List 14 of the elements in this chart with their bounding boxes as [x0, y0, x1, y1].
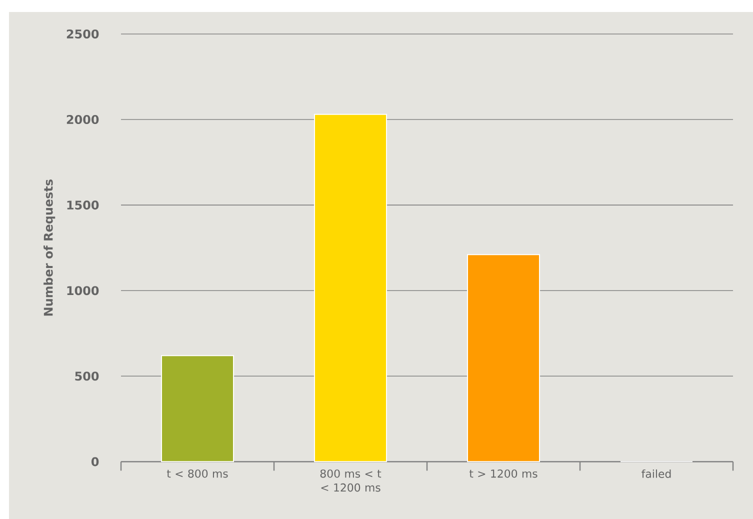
- y-tick-label: 2500: [66, 29, 99, 39]
- x-tick-label: t < 800 ms: [166, 469, 228, 478]
- bar: [161, 355, 234, 462]
- x-tick-label: 800 ms < t < 1200 ms: [320, 469, 382, 492]
- y-tick-label: 1500: [67, 200, 99, 210]
- x-tick-label: t > 1200 ms: [469, 469, 538, 478]
- y-tick-label: 2000: [66, 115, 99, 124]
- bar: [314, 114, 388, 462]
- y-tick-label: 1000: [67, 286, 99, 296]
- y-tick-label: 500: [75, 372, 99, 381]
- y-tick-label: 0: [91, 457, 99, 466]
- x-tick-label: failed: [642, 469, 671, 478]
- y-axis-title: Number of Requests: [44, 180, 56, 316]
- bar: [467, 254, 540, 462]
